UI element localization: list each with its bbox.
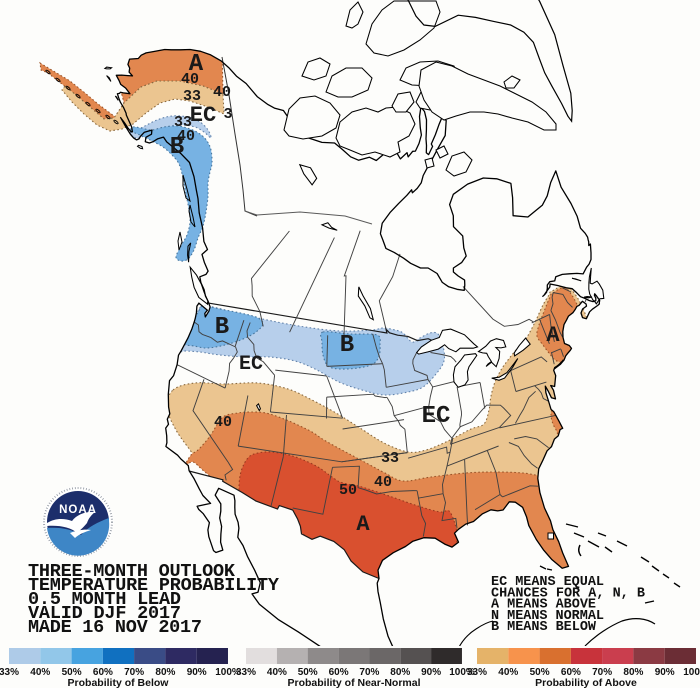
svg-text:EC: EC [239,353,263,376]
svg-text:33: 33 [174,114,192,131]
svg-text:EC MEANS EQUAL: EC MEANS EQUAL [491,575,604,590]
svg-text:60%: 60% [329,667,349,678]
svg-text:90%: 90% [421,667,441,678]
svg-text:80%: 80% [390,667,410,678]
svg-text:A: A [356,512,370,537]
svg-text:70%: 70% [592,667,612,678]
svg-text:Probability of Near-Normal: Probability of Near-Normal [287,677,420,688]
svg-text:NOAA: NOAA [59,504,97,516]
svg-text:N MEANS NORMAL: N MEANS NORMAL [491,609,604,624]
svg-text:B: B [215,314,229,341]
svg-text:50: 50 [339,482,357,499]
svg-text:60%: 60% [93,667,113,678]
svg-text:40: 40 [214,414,232,431]
svg-text:40%: 40% [267,667,287,678]
svg-text:B: B [340,332,354,359]
svg-text:100%: 100% [215,667,241,678]
svg-text:A: A [189,51,204,78]
svg-text:40: 40 [181,71,199,88]
svg-text:70%: 70% [124,667,144,678]
svg-text:40%: 40% [498,667,518,678]
svg-text:50%: 50% [298,667,318,678]
svg-text:40: 40 [374,474,392,491]
svg-text:CHANCES FOR A, N, B: CHANCES FOR A, N, B [491,586,645,601]
svg-text:33: 33 [183,88,201,105]
svg-text:40: 40 [213,84,231,101]
svg-text:B: B [170,134,184,161]
svg-text:33%: 33% [467,667,487,678]
svg-text:3: 3 [223,106,232,123]
svg-text:80%: 80% [623,667,643,678]
svg-text:A: A [546,323,560,348]
svg-text:40%: 40% [30,667,50,678]
svg-text:EC: EC [190,103,216,128]
svg-text:THREE-MONTH OUTLOOK: THREE-MONTH OUTLOOK [28,561,236,582]
svg-text:MADE 16 NOV 2017: MADE 16 NOV 2017 [28,617,202,638]
svg-text:40: 40 [177,128,195,145]
svg-text:33%: 33% [236,667,256,678]
svg-text:50%: 50% [530,667,550,678]
svg-text:90%: 90% [187,667,207,678]
svg-text:TEMPERATURE PROBABILITY: TEMPERATURE PROBABILITY [28,575,280,596]
svg-text:Probability of Above: Probability of Above [535,677,637,688]
svg-text:50%: 50% [62,667,82,678]
svg-text:33%: 33% [0,667,19,678]
svg-text:VALID DJF 2017: VALID DJF 2017 [28,603,181,624]
svg-text:33: 33 [381,450,399,467]
svg-text:0.5 MONTH LEAD: 0.5 MONTH LEAD [28,589,181,610]
svg-text:90%: 90% [655,667,675,678]
svg-text:B MEANS BELOW: B MEANS BELOW [491,620,597,635]
svg-text:EC: EC [422,403,451,430]
svg-text:A MEANS ABOVE: A MEANS ABOVE [491,598,596,613]
svg-text:100%: 100% [449,667,475,678]
svg-text:80%: 80% [155,667,175,678]
svg-text:100%: 100% [683,667,700,678]
svg-text:70%: 70% [359,667,379,678]
svg-text:60%: 60% [561,667,581,678]
svg-text:Probability of Below: Probability of Below [68,677,170,688]
